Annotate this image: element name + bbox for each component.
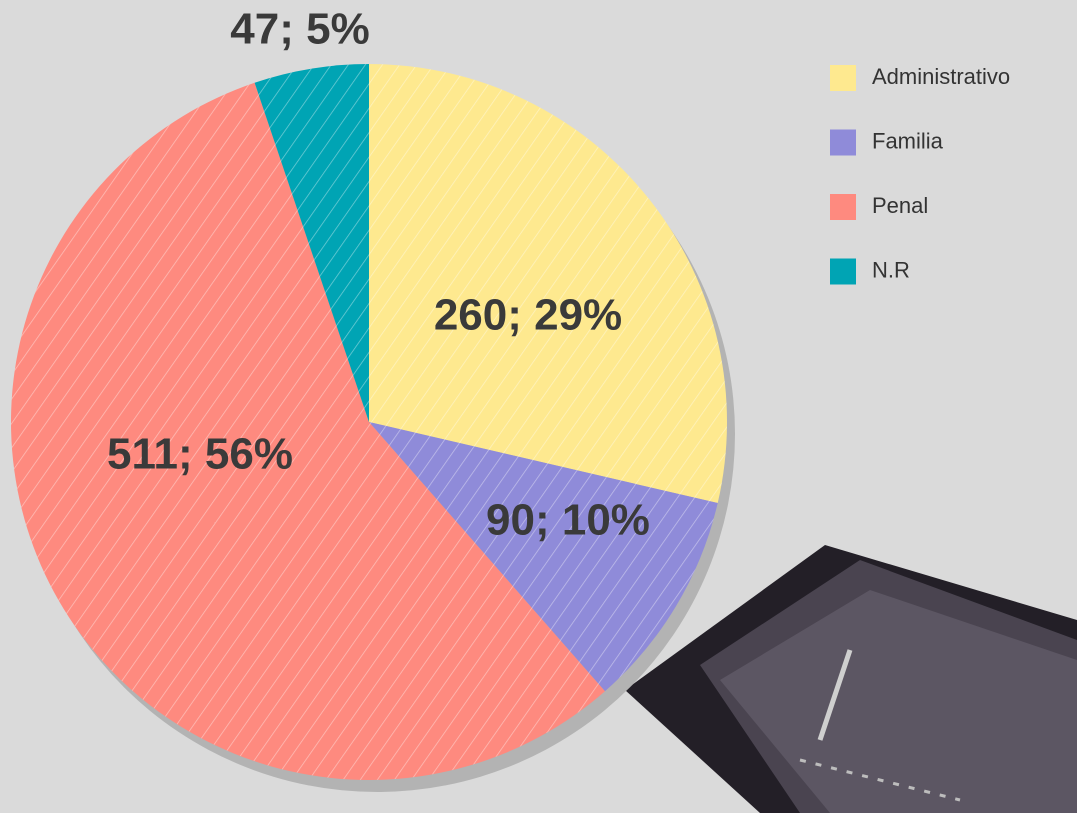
value-label: 260; 29% [434, 291, 622, 340]
legend-label: N.R [872, 257, 910, 282]
value-label: 47; 5% [230, 5, 369, 54]
legend-label: Administrativo [872, 64, 1010, 89]
legend-label: Familia [872, 128, 944, 153]
legend-swatch [830, 130, 856, 156]
chart: 260; 29% 90; 10% 511; 56% 47; 5% Administra… [0, 0, 1077, 813]
legend-swatch [830, 194, 856, 220]
legend-swatch [830, 65, 856, 91]
legend-swatch [830, 259, 856, 285]
page: 260; 29% 90; 10% 511; 56% 47; 5% Administra… [0, 0, 1077, 813]
value-label: 511; 56% [107, 430, 293, 479]
legend-label: Penal [872, 193, 928, 218]
value-label: 90; 10% [486, 496, 650, 545]
